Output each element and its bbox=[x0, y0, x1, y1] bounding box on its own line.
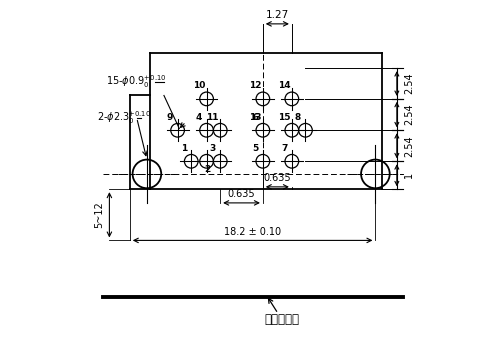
Text: 13: 13 bbox=[249, 113, 261, 122]
Text: 5: 5 bbox=[252, 144, 258, 153]
Text: 10: 10 bbox=[193, 81, 205, 90]
Text: 2-$\phi$2.3$_0^{+0.10}$: 2-$\phi$2.3$_0^{+0.10}$ bbox=[97, 109, 151, 126]
Text: 1: 1 bbox=[181, 144, 187, 153]
Text: 5~12: 5~12 bbox=[94, 202, 104, 228]
Text: 6: 6 bbox=[252, 113, 258, 122]
Text: 2.54: 2.54 bbox=[404, 135, 414, 157]
Text: 11: 11 bbox=[206, 113, 219, 122]
Text: 18.2 ± 0.10: 18.2 ± 0.10 bbox=[224, 227, 281, 237]
Text: 4: 4 bbox=[196, 113, 202, 122]
Text: 印制板边缘: 印制板边缘 bbox=[264, 313, 299, 326]
Text: 8: 8 bbox=[295, 113, 301, 122]
Text: 0.635: 0.635 bbox=[263, 174, 291, 183]
Text: 2: 2 bbox=[204, 165, 211, 174]
Text: 3: 3 bbox=[209, 144, 216, 153]
Text: 15: 15 bbox=[278, 113, 291, 122]
Text: 2.54: 2.54 bbox=[404, 73, 414, 94]
Text: 0.635: 0.635 bbox=[228, 190, 255, 199]
Text: 1: 1 bbox=[404, 172, 414, 178]
Text: 9: 9 bbox=[167, 113, 173, 122]
Text: 7: 7 bbox=[281, 144, 288, 153]
Text: 1.27: 1.27 bbox=[266, 11, 289, 20]
Text: 15-$\phi$0.9$_0^{+0.10}$: 15-$\phi$0.9$_0^{+0.10}$ bbox=[106, 73, 166, 90]
Text: 14: 14 bbox=[278, 81, 291, 90]
Text: 12: 12 bbox=[249, 81, 261, 90]
Text: 2.54: 2.54 bbox=[404, 104, 414, 125]
